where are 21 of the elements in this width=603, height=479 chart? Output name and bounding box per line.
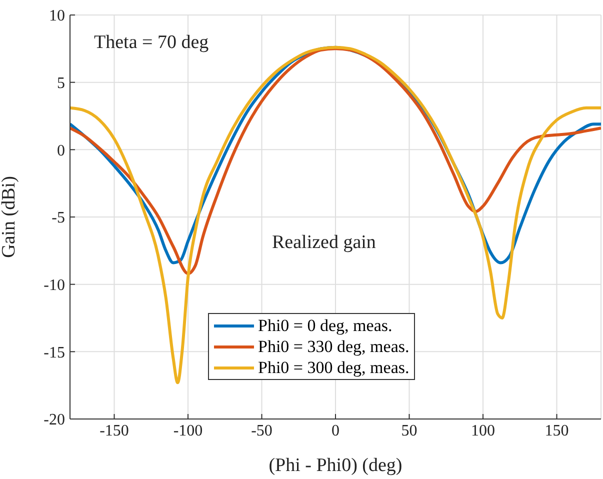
y-tick-label: 0: [57, 142, 65, 160]
legend-label: Phi0 = 330 deg, meas.: [258, 336, 410, 357]
x-tick-label: 100: [471, 422, 495, 440]
x-tick-label: 50: [401, 422, 418, 440]
y-tick-label: 10: [49, 8, 65, 25]
y-tick-label: -15: [44, 344, 65, 362]
x-tick-label: 150: [544, 422, 569, 440]
x-tick-label: -100: [173, 422, 203, 440]
legend-label: Phi0 = 300 deg, meas.: [258, 357, 410, 378]
y-tick-label: 5: [57, 75, 65, 92]
y-tick-label: -5: [52, 210, 65, 227]
x-tick-label: 0: [332, 422, 340, 440]
y-tick-label: -10: [44, 277, 65, 294]
x-tick-label: -150: [100, 422, 129, 440]
x-tick-label: -50: [251, 422, 272, 440]
annotation: Theta = 70 deg: [94, 32, 209, 54]
y-tick-label: -20: [44, 412, 65, 429]
x-axis-title: (Phi - Phi0) (deg): [268, 455, 402, 476]
annotation: Realized gain: [272, 232, 376, 254]
legend-label: Phi0 = 0 deg, meas.: [258, 315, 392, 336]
y-axis-title: Gain (dBi): [0, 176, 20, 258]
